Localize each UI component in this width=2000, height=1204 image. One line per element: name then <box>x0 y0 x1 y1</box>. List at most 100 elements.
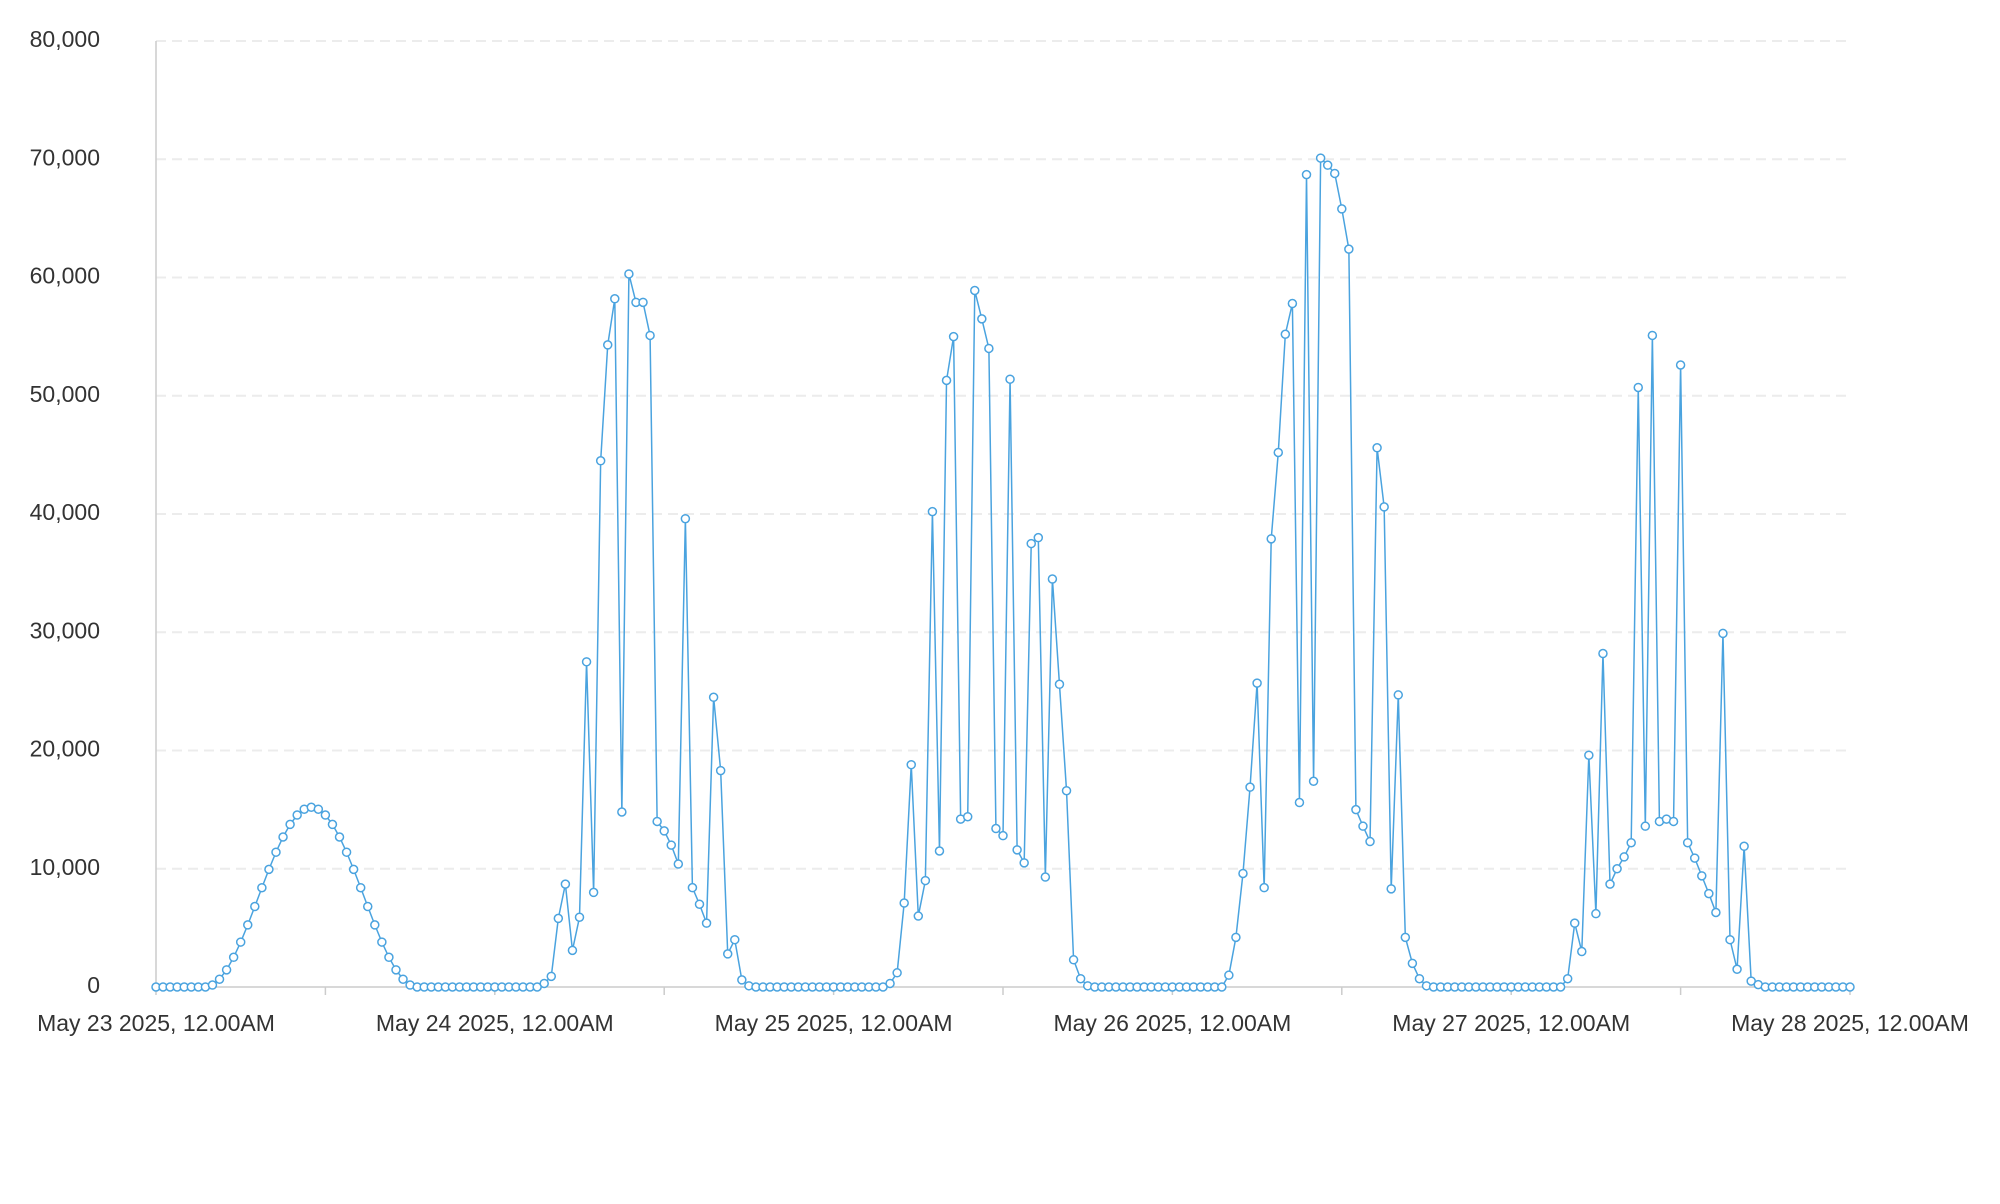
data-point <box>1577 946 1587 957</box>
data-point <box>1386 884 1396 894</box>
x-tick-label: May 27 2025, 12.00AM <box>1392 1010 1630 1036</box>
data-point <box>610 294 620 304</box>
data-point <box>1605 879 1615 889</box>
data-point <box>1344 244 1354 254</box>
data-point <box>1273 447 1284 458</box>
data-point <box>355 882 366 893</box>
data-point <box>645 330 655 341</box>
data-point <box>278 832 288 842</box>
data-point <box>1739 841 1749 852</box>
data-point <box>1047 574 1058 584</box>
data-point <box>581 657 592 667</box>
data-point <box>694 899 705 909</box>
data-point <box>334 832 345 842</box>
data-point <box>906 759 916 770</box>
data-point <box>708 692 719 703</box>
data-point <box>285 819 295 830</box>
data-point <box>1054 679 1065 690</box>
data-point <box>207 980 218 990</box>
data-point <box>1647 330 1658 341</box>
data-point <box>1033 532 1044 543</box>
data-point <box>1019 858 1029 868</box>
data-point <box>977 314 987 324</box>
data-point <box>363 901 373 912</box>
y-tick-label: 10,000 <box>30 854 100 880</box>
data-point <box>348 864 359 875</box>
data-point <box>1584 750 1594 760</box>
data-point <box>1562 973 1573 984</box>
data-point <box>1400 932 1411 943</box>
data-point <box>948 331 959 342</box>
data-point <box>1301 169 1312 180</box>
y-tick-label: 40,000 <box>30 499 100 525</box>
data-point <box>1379 502 1389 512</box>
data-point <box>1365 836 1375 847</box>
data-point <box>539 978 549 989</box>
data-point <box>934 846 945 856</box>
data-point <box>998 830 1008 841</box>
data-point <box>250 901 260 912</box>
data-point <box>1682 837 1693 848</box>
data-point <box>927 506 938 517</box>
data-point <box>659 826 669 836</box>
data-point <box>1012 845 1022 855</box>
data-point <box>384 952 394 963</box>
x-tick-label: May 28 2025, 12.00AM <box>1731 1010 1969 1036</box>
x-tick-label: May 24 2025, 12.00AM <box>376 1010 614 1036</box>
x-tick-label: May 25 2025, 12.00AM <box>715 1010 953 1036</box>
data-point <box>1633 382 1643 393</box>
data-point <box>377 937 387 947</box>
data-line <box>156 156 1850 988</box>
data-point <box>652 816 662 827</box>
data-point <box>1259 882 1269 893</box>
data-point <box>1026 538 1036 549</box>
data-point <box>567 945 578 956</box>
data-point <box>1598 648 1608 659</box>
data-point <box>243 920 253 930</box>
data-point <box>264 864 274 875</box>
data-point <box>1619 852 1629 862</box>
data-point <box>602 340 613 350</box>
data-point <box>1393 690 1404 700</box>
data-point <box>1569 918 1580 928</box>
data-point <box>715 765 726 776</box>
data-point <box>271 847 281 857</box>
data-point <box>257 882 267 893</box>
data-point <box>1555 982 1566 992</box>
data-point <box>391 965 401 975</box>
data-point <box>214 974 225 984</box>
data-point <box>320 810 331 820</box>
data-point <box>1322 160 1333 170</box>
data-point <box>941 375 952 386</box>
data-point <box>1704 888 1714 899</box>
data-point <box>341 847 352 857</box>
data-point <box>722 949 733 959</box>
x-tick-label: May 23 2025, 12.00AM <box>37 1010 275 1036</box>
data-point <box>1308 776 1319 786</box>
data-point <box>1252 678 1262 688</box>
data-point <box>1626 837 1636 848</box>
data-point <box>553 913 564 924</box>
data-point <box>313 804 324 814</box>
data-point <box>991 823 1001 834</box>
data-point <box>1414 973 1425 984</box>
data-point <box>1711 907 1721 918</box>
data-point <box>1689 853 1700 863</box>
data-point <box>1217 982 1227 992</box>
data-point <box>984 343 994 354</box>
data-point <box>1372 443 1382 453</box>
data-point <box>398 974 408 984</box>
data-point <box>1231 932 1241 943</box>
data-point <box>1280 329 1291 340</box>
data-point <box>1697 871 1707 881</box>
data-point <box>687 882 698 893</box>
y-tick-label: 70,000 <box>30 144 100 170</box>
data-point <box>1245 782 1255 792</box>
y-tick-label: 20,000 <box>30 736 100 762</box>
data-point <box>1591 908 1601 919</box>
data-point <box>228 952 239 963</box>
data-point <box>730 934 740 945</box>
data-point <box>666 840 677 850</box>
data-point <box>962 811 973 822</box>
